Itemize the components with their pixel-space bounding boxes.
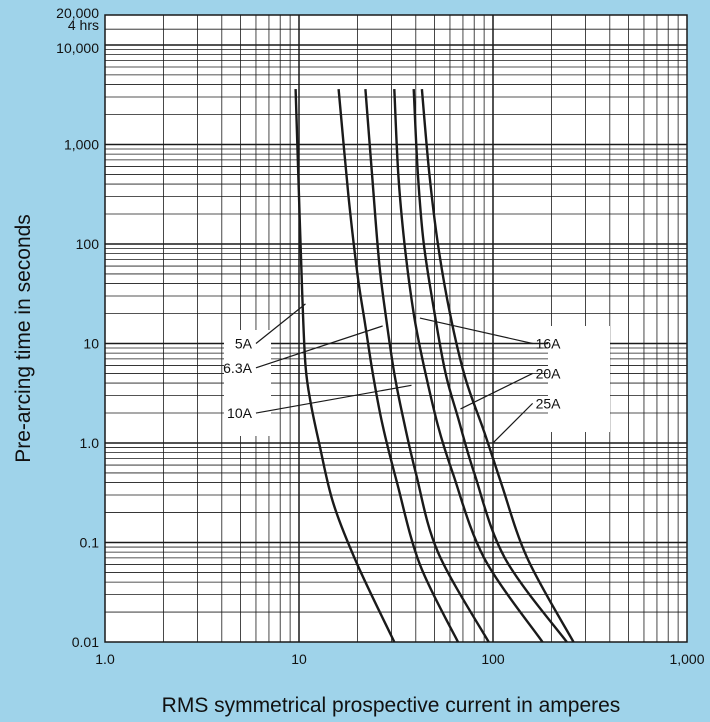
leader-25A: [492, 402, 534, 444]
y-tick-label: 1,000: [64, 136, 99, 152]
y-tick-label: 20,000: [56, 5, 99, 21]
x-tick-label: 100: [481, 651, 505, 667]
x-tick-label: 1.0: [95, 651, 115, 667]
curve-6-3A: [337, 88, 460, 643]
left-label-box: [224, 330, 271, 436]
series-label-10A: 10A: [227, 405, 253, 421]
right-label-box: [548, 326, 610, 432]
curve-16A: [393, 89, 544, 643]
series-label-20A: 20A: [536, 365, 562, 381]
series-label-16A: 16A: [536, 335, 562, 351]
y-axis-title: Pre-arcing time in seconds: [12, 214, 35, 463]
leader-16A: [419, 317, 533, 345]
y-tick-label: 10,000: [56, 40, 99, 56]
y-tick-label: 10: [83, 335, 99, 351]
leader-5A: [255, 303, 306, 344]
x-tick-label: 1,000: [669, 651, 704, 667]
curve-25A: [420, 88, 575, 643]
series-label-6-3A: 6.3A: [223, 360, 252, 376]
x-tick-labels: 1.0 10 100 1,000: [95, 651, 704, 667]
curve-10A: [364, 89, 490, 643]
fuse-curves: [294, 88, 575, 643]
x-tick-label: 10: [291, 651, 307, 667]
y-tick-label: 0.01: [72, 634, 99, 650]
leader-10A: [255, 384, 412, 414]
y-tick-label: 0.1: [80, 534, 100, 550]
series-label-5A: 5A: [235, 335, 253, 351]
y-tick-label: 1.0: [80, 435, 100, 451]
curve-20A: [412, 89, 568, 643]
series-labels: 5A 6.3A 10A 16A 20A 25A: [223, 303, 610, 444]
leader-6-3A: [255, 325, 383, 369]
leader-20A: [460, 372, 533, 410]
x-axis-title: RMS symmetrical prospective current in a…: [162, 694, 621, 717]
y-tick-label: 100: [76, 236, 100, 252]
y-tick-label: 4 hrs: [68, 17, 99, 33]
curve-5A: [294, 89, 396, 643]
series-label-25A: 25A: [536, 395, 562, 411]
plot-frame: [104, 14, 688, 643]
